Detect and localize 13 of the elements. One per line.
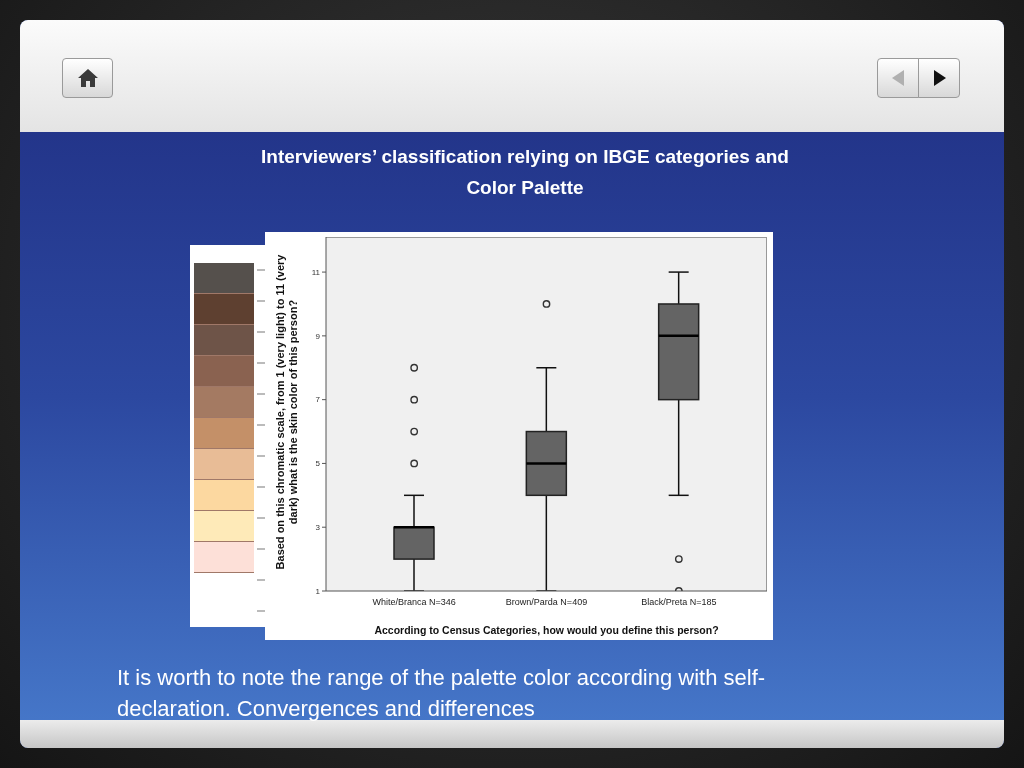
x-tick-label: Brown/Parda N=409 xyxy=(505,597,588,608)
y-tick-label: 7 xyxy=(315,395,321,405)
y-tick-label: 1 xyxy=(315,586,321,596)
y-axis-title: Based on this chromatic scale, from 1 (very light) to 11 (very dark) what is the skin color of this person? xyxy=(274,253,300,572)
x-tick-label: Black/Preta N=185 xyxy=(641,597,717,608)
chart-title: Interviewers’ classification relying on IBGE categories and Color Palette xyxy=(260,145,790,200)
y-tick-label: 11 xyxy=(311,267,321,277)
x-axis-title: According to Census Categories, how would you define this person? xyxy=(374,624,719,636)
y-tick-label: 9 xyxy=(315,331,321,341)
text: It is worth to note the range of the palette color according with self-declaration. Convergences and differences xyxy=(117,664,767,723)
x-tick-label: White/Branca N=346 xyxy=(372,597,456,608)
y-tick-label: 3 xyxy=(315,523,321,533)
y-tick-label: 5 xyxy=(315,459,321,469)
